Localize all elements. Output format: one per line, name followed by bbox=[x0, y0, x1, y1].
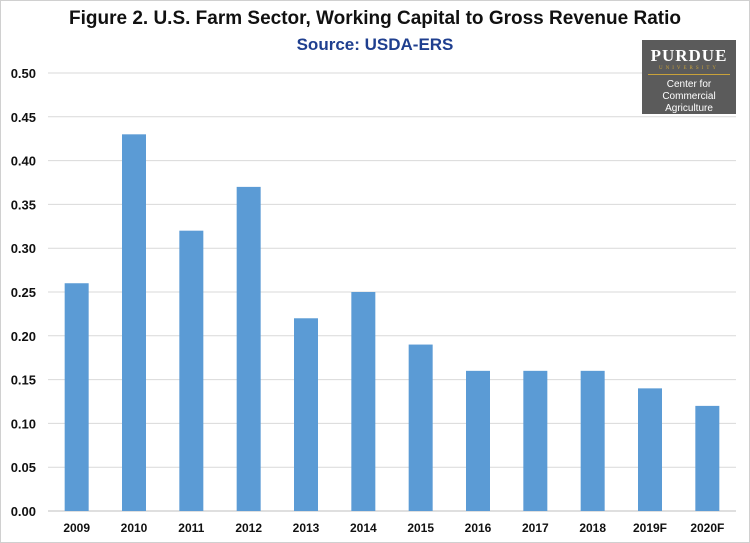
x-tick-label: 2016 bbox=[465, 521, 492, 535]
bar-2012 bbox=[236, 186, 261, 511]
x-tick-label: 2018 bbox=[579, 521, 606, 535]
logo-divider bbox=[648, 74, 730, 75]
y-tick-label: 0.40 bbox=[11, 154, 36, 169]
x-tick-label: 2012 bbox=[235, 521, 262, 535]
y-tick-label: 0.45 bbox=[11, 110, 36, 125]
y-tick-label: 0.20 bbox=[11, 329, 36, 344]
y-tick-label: 0.50 bbox=[11, 66, 36, 81]
x-tick-label: 2020F bbox=[690, 521, 724, 535]
bar-2015 bbox=[408, 344, 433, 511]
chart-title: Figure 2. U.S. Farm Sector, Working Capi… bbox=[68, 8, 681, 29]
bar-2009 bbox=[64, 283, 89, 511]
bar-2018 bbox=[580, 370, 605, 511]
y-tick-label: 0.10 bbox=[11, 416, 36, 431]
logo-line-2: Commercial Agriculture bbox=[662, 91, 716, 114]
x-tick-label: 2015 bbox=[407, 521, 434, 535]
y-tick-label: 0.05 bbox=[11, 460, 36, 475]
bar-2016 bbox=[466, 370, 490, 511]
y-tick-label: 0.25 bbox=[11, 285, 36, 300]
y-tick-label: 0.30 bbox=[11, 241, 36, 256]
bar-2019f bbox=[638, 388, 662, 511]
x-tick-label: 2010 bbox=[121, 521, 148, 535]
logo-name: PURDUE bbox=[650, 46, 728, 65]
bar-2010 bbox=[122, 134, 146, 511]
y-tick-label: 0.35 bbox=[11, 197, 36, 212]
x-tick-label: 2009 bbox=[63, 521, 90, 535]
x-tick-label: 2019F bbox=[633, 521, 667, 535]
y-tick-label: 0.00 bbox=[11, 504, 36, 519]
x-tick-label: 2013 bbox=[293, 521, 320, 535]
bar-2020f bbox=[695, 405, 720, 511]
chart-subtitle: Source: USDA-ERS bbox=[296, 35, 454, 54]
bar-2013 bbox=[294, 318, 318, 511]
x-tick-label: 2014 bbox=[350, 521, 377, 535]
x-tick-label: 2011 bbox=[178, 521, 204, 535]
purdue-logo: PURDUE UNIVERSITY Center for Commercial … bbox=[642, 40, 736, 114]
bar-2017 bbox=[523, 370, 548, 511]
bar-2014 bbox=[351, 292, 376, 511]
bar-2011 bbox=[179, 230, 204, 511]
x-tick-label: 2017 bbox=[522, 521, 549, 535]
logo-line-1: Center for bbox=[666, 79, 712, 90]
logo-university: UNIVERSITY bbox=[659, 66, 719, 71]
y-tick-label: 0.15 bbox=[11, 373, 36, 388]
